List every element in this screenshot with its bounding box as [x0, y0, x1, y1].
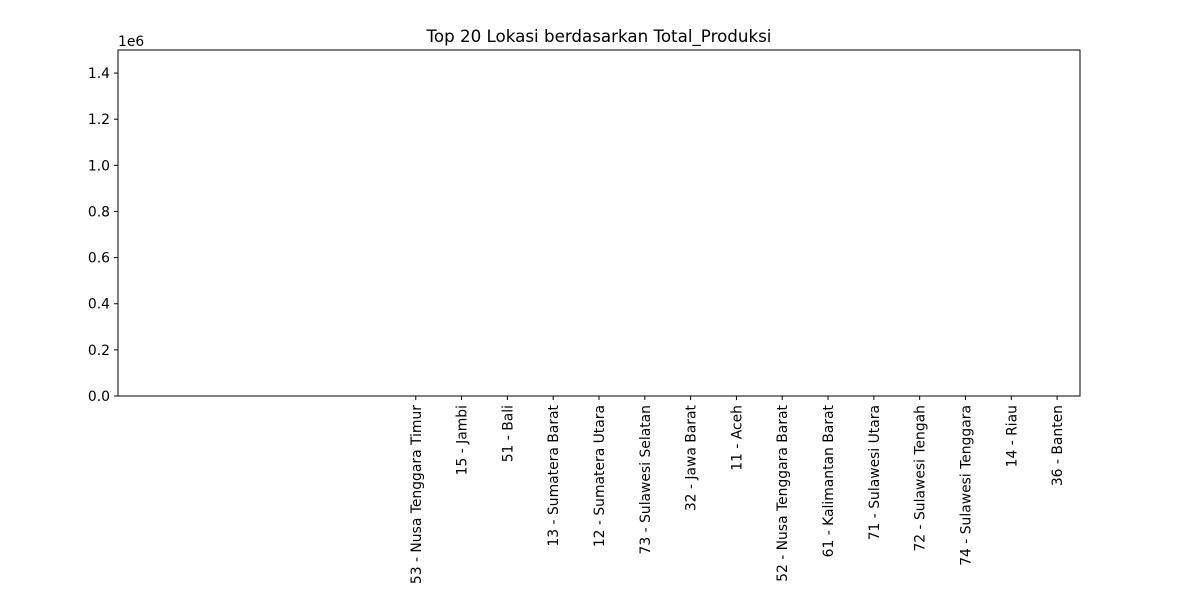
y-tick-label: 0.4 [88, 297, 110, 313]
y-axis: 0.0 0.2 0.4 0.6 0.8 1.0 1.2 1.4 [88, 66, 118, 405]
x-tick-label: 15 - Jambi [455, 405, 471, 475]
x-tick-label: 73 - Sulawesi Selatan [638, 405, 654, 554]
plot-area [118, 50, 1080, 396]
x-tick-label: 53 - Nusa Tenggara Timur [409, 405, 425, 584]
plot-frame [117, 49, 1081, 397]
x-tick-label: 13 - Sumatera Barat [546, 404, 562, 546]
x-tick-label: 61 - Kalimantan Barat [821, 404, 837, 557]
y-tick-label: 0.0 [88, 389, 110, 405]
x-tick-label: 11 - Aceh [729, 405, 745, 471]
y-tick-label: 0.6 [88, 251, 110, 267]
chart-title: Top 20 Lokasi berdasarkan Total_Produksi [426, 26, 772, 47]
y-tick-label: 0.8 [88, 204, 110, 220]
x-tick-label: 36 - Banten [1050, 405, 1066, 486]
y-tick-label: 0.2 [88, 343, 110, 359]
x-tick-label: 72 - Sulawesi Tengah [913, 405, 929, 552]
x-tick-label: 12 - Sumatera Utara [592, 405, 608, 547]
x-tick-label: 14 - Riau [1004, 405, 1020, 467]
x-tick-label: 74 - Sulawesi Tenggara [958, 405, 974, 566]
y-tick-label: 1.2 [88, 112, 110, 128]
y-axis-offset-label: 1e6 [118, 34, 144, 50]
x-tick-label: 51 - Bali [500, 405, 516, 462]
x-tick-label: 71 - Sulawesi Utara [867, 405, 883, 540]
x-axis: 53 - Nusa Tenggara Timur 15 - Jambi 51 - B… [409, 396, 1066, 584]
x-tick-label: 32 - Jawa Barat [684, 404, 700, 511]
y-tick-label: 1.0 [88, 158, 110, 174]
x-tick-label: 52 - Nusa Tenggara Barat [775, 404, 791, 581]
y-tick-label: 1.4 [88, 66, 110, 82]
